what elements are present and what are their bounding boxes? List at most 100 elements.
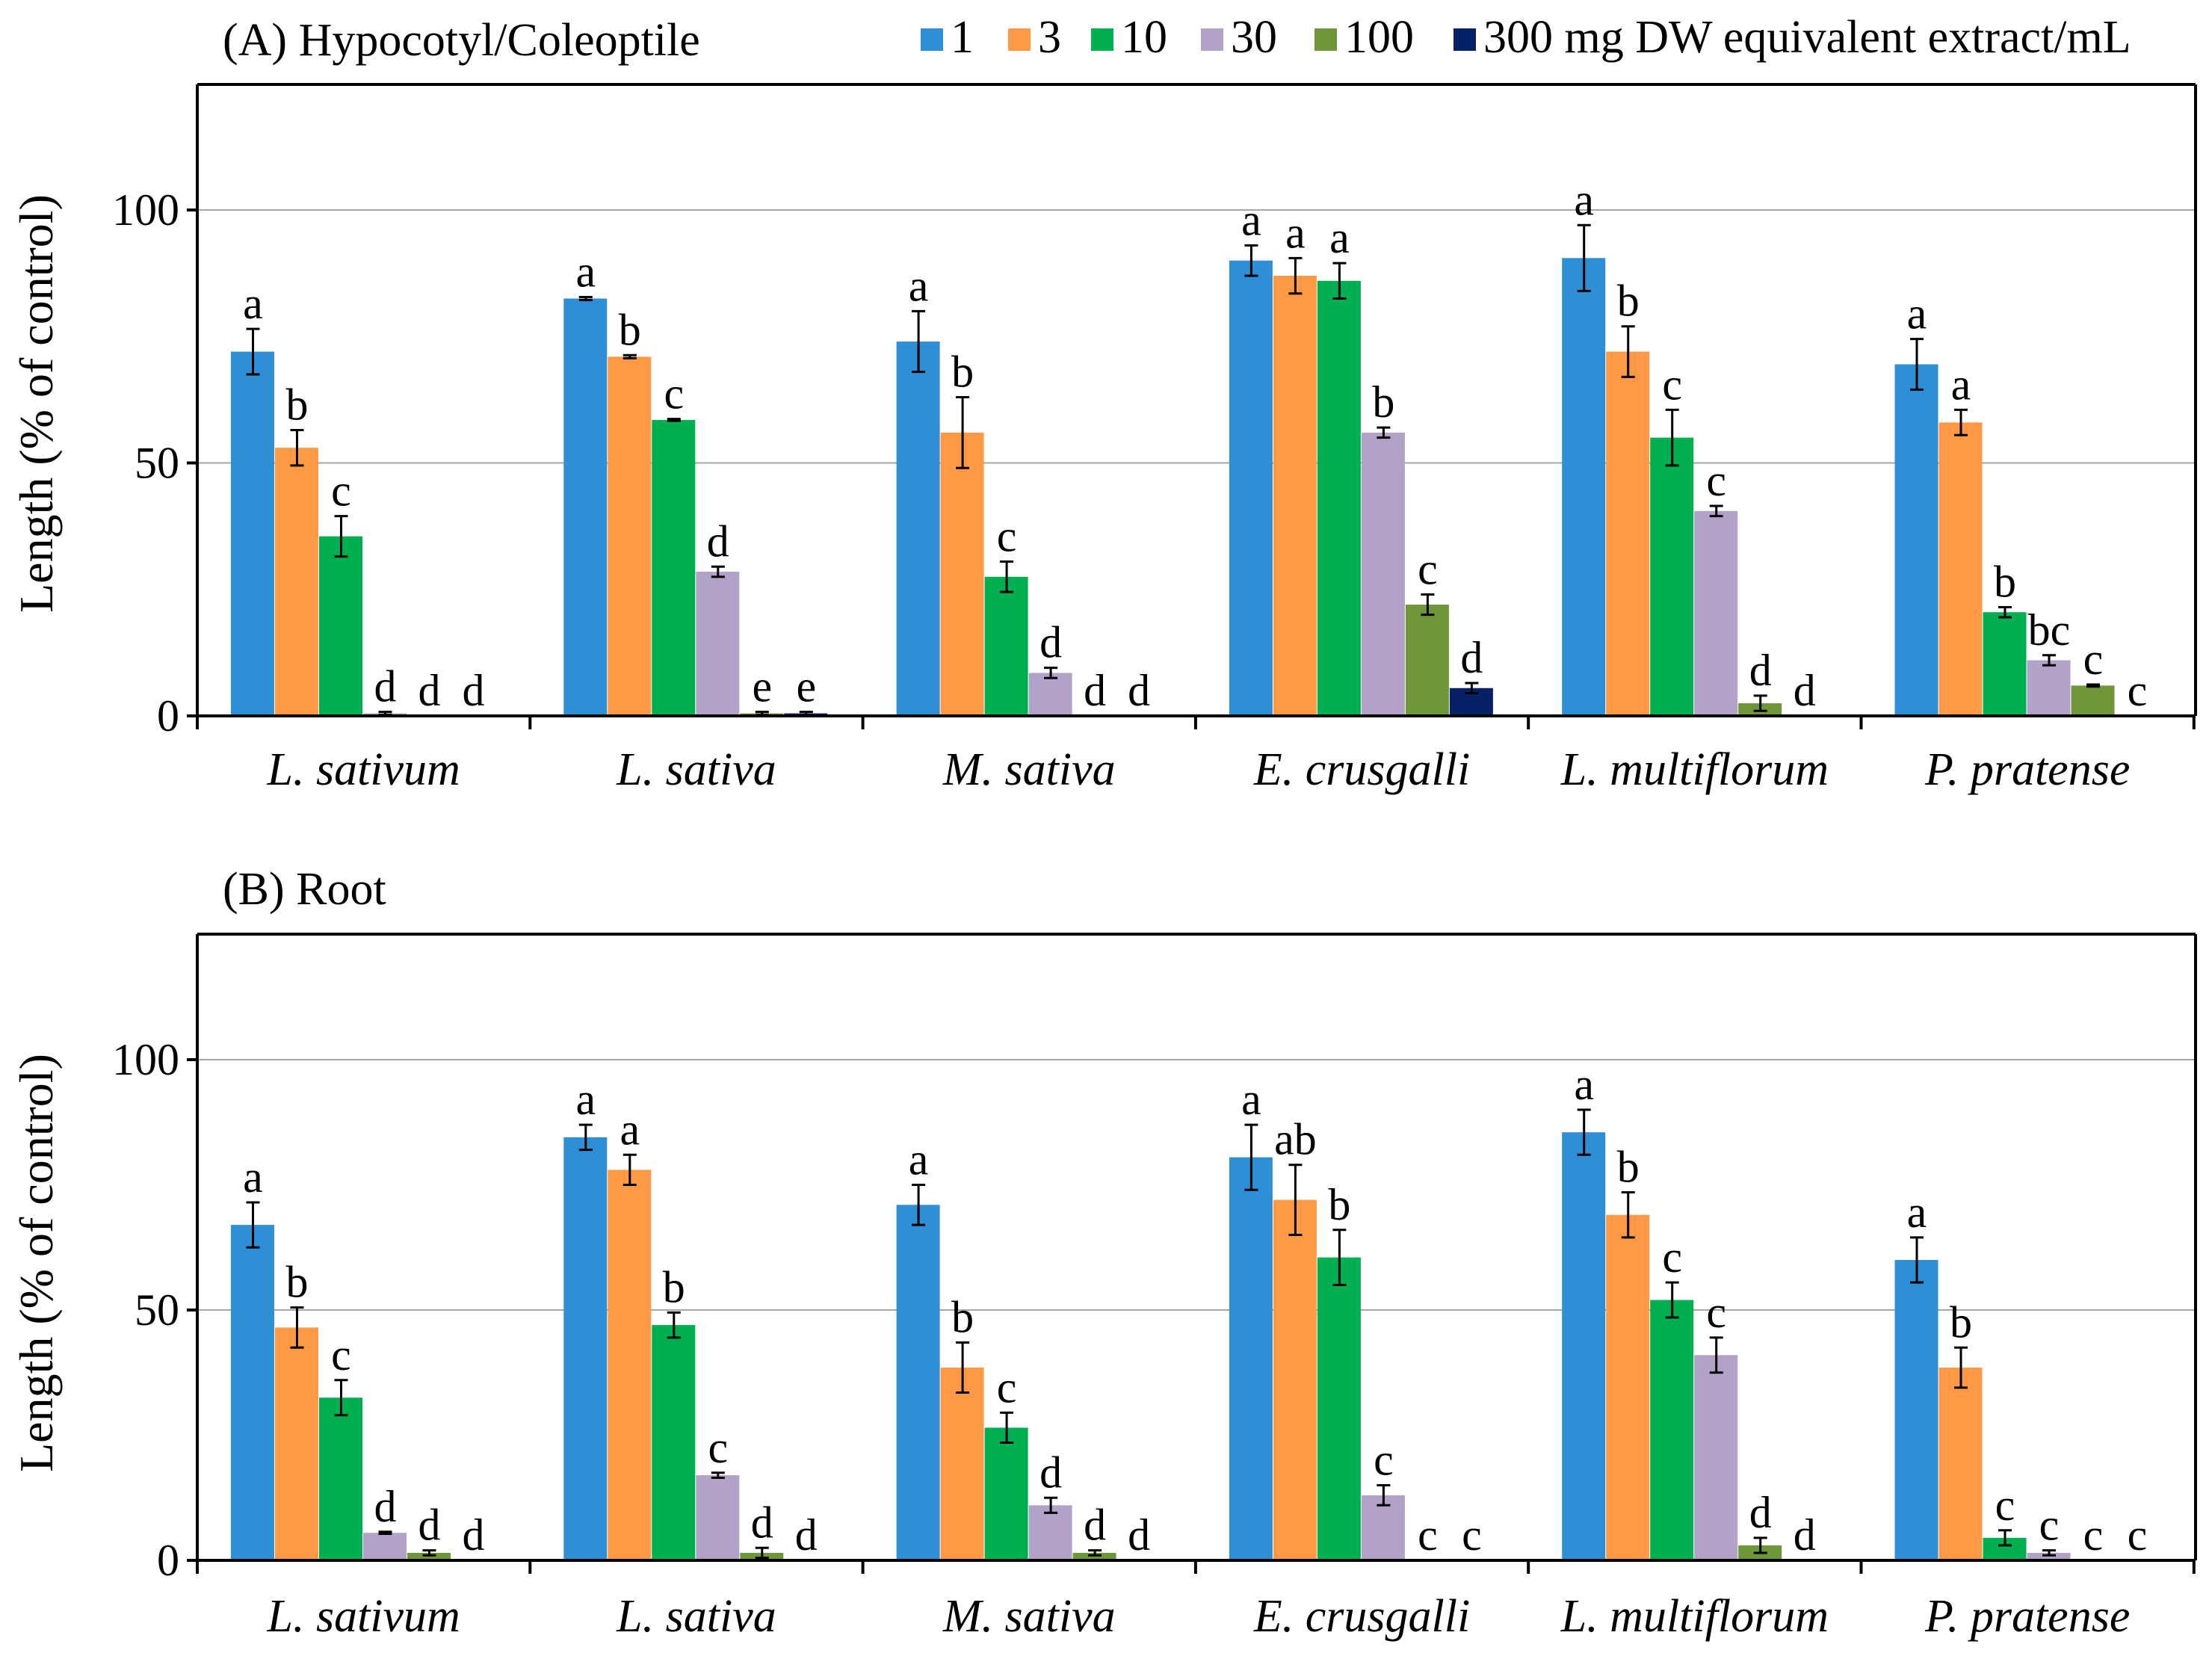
significance-letter: a xyxy=(1574,1060,1594,1109)
significance-letter: b xyxy=(619,305,641,354)
bar xyxy=(1938,1368,1983,1560)
significance-letter: d xyxy=(463,1510,485,1560)
significance-letter: d xyxy=(1794,666,1816,715)
significance-letter: c xyxy=(997,512,1017,561)
bar xyxy=(1229,260,1273,716)
significance-letter: a xyxy=(909,261,929,310)
legend-label-5: 300 mg DW equivalent extract/mL xyxy=(1483,12,2131,63)
significance-letter: d xyxy=(374,1482,397,1531)
significance-letter: b xyxy=(951,1293,974,1342)
significance-letter: a xyxy=(909,1135,929,1184)
bar xyxy=(1361,432,1405,716)
significance-letter: c xyxy=(1662,359,1682,409)
significance-letter: c xyxy=(2083,1510,2104,1560)
bar xyxy=(275,448,318,716)
significance-letter: d xyxy=(1749,1488,1772,1537)
significance-letter: ab xyxy=(1274,1115,1317,1164)
significance-letter: d xyxy=(1128,1510,1150,1560)
bar xyxy=(319,1397,362,1560)
legend-label-0: 1 xyxy=(951,12,974,63)
x-tick-label: L. multiflorum xyxy=(1560,1591,1829,1642)
bar xyxy=(1938,422,1983,716)
y-tick-label-100: 100 xyxy=(112,185,179,235)
bar xyxy=(608,1170,652,1560)
significance-letter: c xyxy=(1462,1510,1482,1560)
significance-letter: b xyxy=(286,380,309,429)
significance-letter: a xyxy=(620,1105,640,1154)
bar xyxy=(1562,1132,1606,1560)
significance-letter: a xyxy=(1241,195,1261,244)
bar xyxy=(2027,660,2071,716)
significance-letter: c xyxy=(1418,545,1438,594)
y-axis-title: Length (% of control) xyxy=(10,1054,63,1472)
significance-letter: d xyxy=(1039,1448,1062,1497)
significance-letter: d xyxy=(1749,646,1772,695)
bar xyxy=(1273,276,1317,716)
bar xyxy=(1606,351,1650,716)
bar xyxy=(652,1325,696,1560)
legend-swatch-5 xyxy=(1453,28,1476,51)
significance-letter: bc xyxy=(2028,605,2071,655)
bar xyxy=(1229,1157,1273,1560)
significance-letter: b xyxy=(1372,377,1394,427)
x-tick-label: L. sativa xyxy=(616,1591,776,1642)
significance-letter: b xyxy=(1617,1143,1640,1192)
bar xyxy=(984,1427,1028,1560)
significance-letter: c xyxy=(1706,456,1726,505)
significance-letter: c xyxy=(997,1362,1017,1412)
bar xyxy=(1072,1552,1116,1560)
significance-letter: d xyxy=(463,666,485,715)
significance-letter: c xyxy=(2128,1510,2148,1560)
y-axis-title: Length (% of control) xyxy=(10,194,63,613)
bar xyxy=(696,1475,740,1560)
bar xyxy=(407,1552,451,1560)
significance-letter: b xyxy=(1617,276,1640,326)
legend-label-2: 10 xyxy=(1121,12,1167,63)
group-ppratense: abc c c cP. pratense xyxy=(1894,1187,2148,1642)
bar xyxy=(1694,510,1738,716)
significance-letter: d xyxy=(751,1498,773,1547)
bar xyxy=(896,342,940,716)
panel-hypocotyl: (A) Hypocotyl/Coleoptile 0 50 100 Length (% … xyxy=(10,15,2197,795)
significance-letter: c xyxy=(1662,1232,1682,1282)
legend-swatch-1 xyxy=(1008,28,1031,51)
significance-letter: c xyxy=(331,1330,351,1380)
significance-letter: a xyxy=(1907,1187,1927,1237)
significance-letter: b xyxy=(286,1258,309,1307)
x-tick-label: P. pratense xyxy=(1924,1591,2130,1642)
x-tick-label: L. multiflorum xyxy=(1560,744,1829,795)
significance-letter: c xyxy=(2039,1501,2060,1550)
legend-label-4: 100 xyxy=(1344,12,1414,63)
significance-letter: d xyxy=(707,516,729,566)
significance-letter: a xyxy=(575,1075,596,1124)
bar xyxy=(563,1137,608,1560)
significance-letter: d xyxy=(1039,618,1062,667)
bar xyxy=(1273,1199,1317,1560)
bar xyxy=(1028,1505,1072,1560)
significance-letter: b xyxy=(1994,557,2016,606)
legend-label-1: 3 xyxy=(1038,12,1061,63)
significance-letter: a xyxy=(243,1152,263,1202)
bar xyxy=(231,1225,274,1560)
bar xyxy=(896,1205,940,1560)
y-tick-label-0: 0 xyxy=(157,1536,179,1585)
bar xyxy=(2027,1552,2071,1560)
significance-letter: a xyxy=(1241,1075,1261,1124)
y-tick-label-50: 50 xyxy=(135,439,179,488)
bar xyxy=(652,419,696,716)
x-tick-label: L. sativum xyxy=(266,744,460,795)
y-tick-label-100: 100 xyxy=(112,1035,179,1084)
bar xyxy=(363,1533,407,1560)
significance-letter: c xyxy=(708,1423,728,1472)
significance-letter: d xyxy=(1128,666,1150,715)
legend-swatch-0 xyxy=(921,28,943,51)
significance-letter: c xyxy=(2128,666,2148,715)
significance-letter: b xyxy=(1328,1180,1350,1229)
significance-letter: d xyxy=(418,1501,441,1550)
